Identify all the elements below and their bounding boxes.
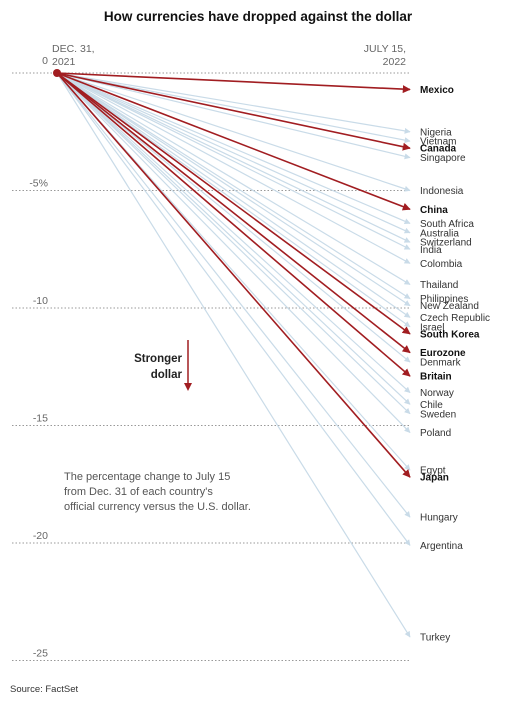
series-label-poland: Poland [420, 428, 451, 439]
end-date-label-line2: 2022 [383, 56, 407, 68]
stronger-dollar-line2: dollar [151, 369, 183, 381]
series-line-israel [56, 72, 411, 328]
note-line-1: The percentage change to July 15 [64, 471, 230, 483]
series-line-turkey [56, 72, 411, 638]
series-line-south-africa [56, 72, 411, 225]
series-label-britain: Britain [420, 372, 452, 383]
y-tick-label: 0 [42, 55, 48, 67]
y-tick-label: -5% [29, 178, 48, 190]
y-tick-label: -15 [33, 413, 48, 425]
note-line-3: official currency versus the U.S. dollar… [64, 501, 251, 513]
series-label-philippines: Philippines [420, 294, 468, 305]
series-label-denmark: Denmark [420, 358, 462, 369]
series-line-switzerland [56, 72, 411, 243]
series-line-eurozone [56, 72, 411, 354]
gridlines: 0 -5% -10 -15 -20 -25 [12, 55, 410, 661]
series-line-vietnam [56, 72, 411, 144]
series-line-canada [56, 72, 411, 151]
series-label-eurozone: Eurozone [420, 348, 466, 359]
series-label-thailand: Thailand [420, 280, 458, 291]
series-label-chile: Chile [420, 400, 443, 411]
series-line-japan [56, 72, 411, 478]
series-lines-highlight [56, 72, 411, 478]
series-label-new-zealand: New Zealand [420, 301, 479, 312]
source-note: Source: FactSet [10, 684, 78, 695]
series-label-israel: Israel [420, 322, 444, 333]
series-label-south-korea: South Korea [420, 329, 480, 340]
stronger-dollar-arrow-head [184, 383, 192, 391]
series-label-china: China [420, 205, 448, 216]
series-label-hungary: Hungary [420, 513, 458, 524]
series-line-nigeria [56, 72, 411, 134]
series-label-turkey: Turkey [420, 633, 450, 644]
stronger-dollar-line1: Stronger [134, 353, 182, 365]
series-line-new-zealand [56, 72, 411, 307]
note-line-2: from Dec. 31 of each country's [64, 486, 213, 498]
series-line-chile [56, 72, 411, 405]
stronger-dollar-annotation: Stronger dollar [134, 340, 192, 391]
y-tick-label: -20 [33, 530, 48, 542]
series-label-norway: Norway [420, 388, 454, 399]
series-line-poland [56, 72, 411, 433]
y-tick-label: -10 [33, 295, 48, 307]
series-line-czech-republic [56, 72, 411, 318]
end-date-label-line1: JULY 15, [364, 43, 406, 55]
series-line-indonesia [56, 72, 411, 192]
series-label-india: India [420, 245, 442, 256]
series-line-norway [56, 72, 411, 394]
series-label-mexico: Mexico [420, 85, 454, 96]
series-label-indonesia: Indonesia [420, 186, 464, 197]
series-label-australia: Australia [420, 228, 459, 239]
series-label-canada: Canada [420, 144, 457, 155]
explanatory-note: The percentage change to July 15 from De… [64, 471, 251, 513]
y-tick-label: -25 [33, 648, 48, 660]
series-line-singapore [56, 72, 411, 160]
series-label-japan: Japan [420, 473, 449, 484]
series-line-denmark [56, 72, 411, 363]
series-line-mexico [56, 72, 411, 94]
series-line-sweden [56, 72, 411, 415]
series-label-vietnam: Vietnam [420, 137, 457, 148]
series-line-argentina [56, 72, 411, 546]
series-line-china [56, 72, 411, 211]
series-label-sweden: Sweden [420, 409, 456, 420]
series-label-singapore: Singapore [420, 153, 466, 164]
series-line-colombia [56, 72, 411, 264]
series-line-philippines [56, 72, 411, 300]
start-date-label-line1: DEC. 31, [52, 43, 95, 55]
series-label-colombia: Colombia [420, 259, 463, 270]
series-label-egypt: Egypt [420, 466, 446, 477]
series-line-india [56, 72, 411, 250]
series-label-nigeria: Nigeria [420, 127, 452, 138]
series-lines-other [56, 72, 411, 638]
start-date-label-line2: 2021 [52, 56, 76, 68]
series-line-hungary [56, 72, 411, 518]
series-line-australia [56, 72, 411, 234]
series-line-thailand [56, 72, 411, 286]
chart-title: How currencies have dropped against the … [104, 9, 413, 24]
series-label-south-africa: South Africa [420, 219, 474, 230]
series-line-britain [56, 72, 411, 377]
series-label-switzerland: Switzerland [420, 238, 472, 249]
series-line-south-korea [56, 72, 411, 335]
series-label-argentina: Argentina [420, 541, 463, 552]
origin-dot [53, 69, 61, 77]
series-label-czech-republic: Czech Republic [420, 313, 490, 324]
